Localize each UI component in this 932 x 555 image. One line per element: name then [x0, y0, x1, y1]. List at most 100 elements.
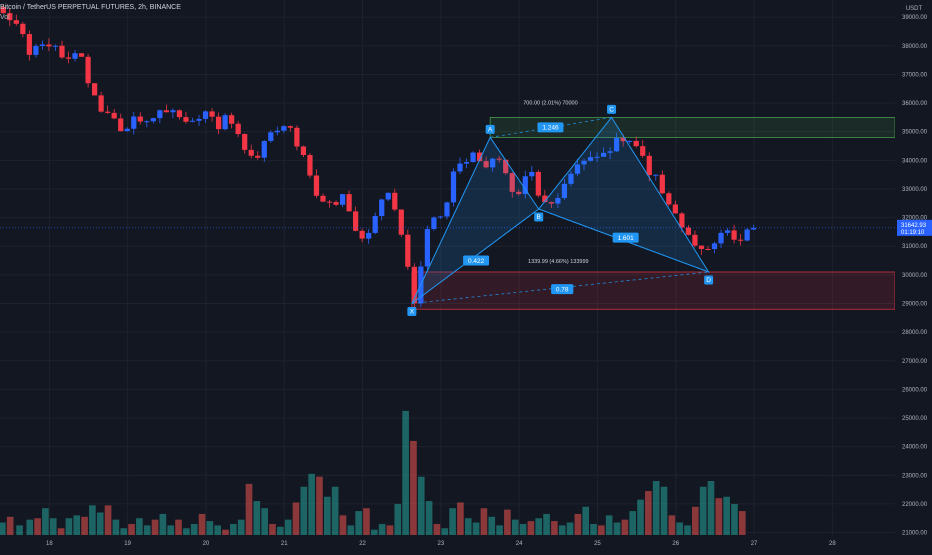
candle [20, 23, 26, 35]
volume-bar [292, 502, 300, 535]
time-tick: 26 [672, 541, 679, 547]
price-tick: 34000.00 [902, 158, 928, 164]
candle [503, 159, 509, 174]
volume-bar [425, 501, 433, 535]
volume-bar [300, 486, 308, 535]
grid [0, 0, 895, 535]
candle [633, 140, 639, 147]
volume-bar [417, 476, 425, 535]
candles [0, 4, 757, 309]
volume-bar [660, 486, 668, 535]
candle [392, 192, 398, 210]
volume-bar [676, 522, 683, 535]
pattern-point-label: D [706, 277, 711, 284]
ratio-badge[interactable] [612, 232, 639, 243]
candle [685, 227, 692, 235]
candle [157, 110, 163, 119]
candle [646, 155, 652, 176]
candle [548, 202, 554, 204]
volume-bar [323, 496, 331, 535]
volume-bar [136, 518, 143, 535]
candle [72, 53, 78, 59]
volume-bars [0, 410, 746, 535]
price-tick: 32000.00 [902, 216, 928, 222]
ratio-badge[interactable] [537, 122, 564, 133]
symbol-title[interactable]: Bitcoin / TetherUS PERPETUAL FUTURES, 2h… [0, 4, 181, 11]
harmonic-pattern[interactable]: X A B C D 0.422 1.246 1.601 0.78 700.00 (2.01%) 7… [407, 101, 714, 316]
volume-bar [738, 511, 746, 535]
volume-bar [715, 498, 723, 535]
last-price-tag[interactable] [897, 219, 932, 236]
time-tick: 22 [359, 541, 366, 547]
candle [65, 57, 72, 59]
ratio-badge[interactable] [463, 255, 490, 266]
pattern-point-c[interactable] [607, 104, 617, 114]
volume-bar [645, 491, 652, 535]
candle [718, 232, 724, 244]
candle [52, 45, 59, 47]
candle [366, 232, 372, 239]
pattern-point-b[interactable] [534, 212, 544, 222]
time-axis[interactable]: 18 19 20 21 22 23 24 25 26 27 28 [0, 535, 895, 550]
candle [731, 230, 737, 240]
price-tick: 28000.00 [902, 330, 928, 336]
volume-bar [441, 528, 449, 535]
price-tick: 21000.00 [902, 531, 928, 537]
candle [287, 126, 293, 128]
volume-bar [394, 503, 402, 535]
volume-bar [629, 511, 637, 535]
candle [189, 120, 196, 122]
volume-bar [707, 481, 715, 535]
pattern-point-a[interactable] [485, 124, 495, 134]
candle [261, 141, 267, 158]
candle [196, 118, 202, 121]
candle [26, 34, 32, 55]
pattern-point-d[interactable] [704, 275, 714, 285]
candle [229, 115, 235, 124]
volume-bar [457, 502, 464, 535]
volume-bar [511, 519, 519, 535]
ratio-label: 0.422 [468, 258, 485, 265]
volume-bar [42, 508, 49, 535]
time-tick: 21 [281, 541, 288, 547]
candle [235, 123, 241, 135]
candle [581, 160, 587, 165]
candle [542, 195, 548, 203]
candle [594, 156, 600, 158]
price-tick: 37000.00 [902, 72, 928, 78]
candle [620, 137, 626, 142]
candle [111, 112, 117, 119]
candle [627, 140, 633, 142]
price-tick: 36000.00 [902, 101, 928, 107]
candle [666, 193, 672, 205]
volume-bar [284, 519, 292, 535]
volume-bar [277, 526, 284, 535]
candle [33, 46, 39, 55]
candle [509, 173, 515, 192]
candle [711, 243, 718, 249]
volume-bar [183, 528, 190, 535]
pattern-point-x[interactable] [407, 306, 417, 316]
volume-bar [543, 513, 550, 535]
candle [294, 127, 300, 147]
volume-bar [57, 528, 65, 535]
volume-bar [613, 522, 621, 535]
candle [672, 204, 678, 214]
candle [215, 116, 222, 130]
price-axis-bg [895, 0, 932, 550]
volume-bar [355, 511, 362, 535]
candle [535, 171, 541, 196]
candle [209, 111, 215, 117]
candle [705, 248, 711, 250]
price-tick: 30000.00 [902, 273, 928, 279]
ratio-badge[interactable] [551, 284, 574, 295]
volume-bar [261, 508, 268, 535]
volume-bar [433, 523, 441, 535]
time-tick: 23 [438, 541, 445, 547]
volume-bar [6, 516, 14, 535]
candle [516, 191, 522, 195]
price-tick: 24000.00 [902, 445, 928, 451]
